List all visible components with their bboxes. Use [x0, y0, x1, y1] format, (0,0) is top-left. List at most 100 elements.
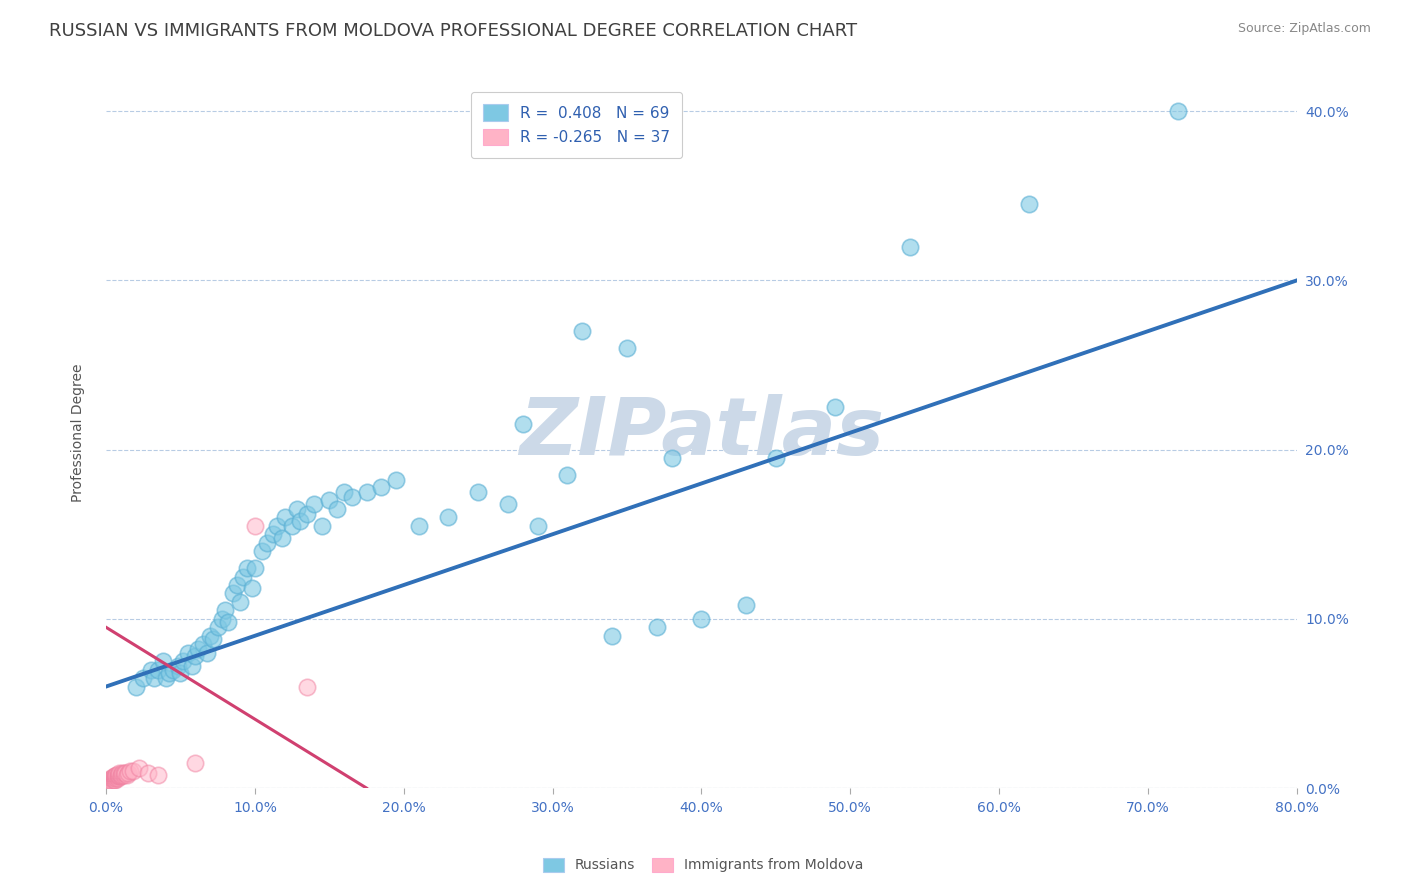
- Point: [214, 603, 236, 617]
- Point: [114, 765, 136, 780]
- Point: [108, 769, 131, 783]
- Point: [104, 769, 127, 783]
- Point: [111, 767, 134, 781]
- Point: [318, 493, 340, 508]
- Point: [243, 518, 266, 533]
- Point: [195, 646, 218, 660]
- Point: [1167, 104, 1189, 119]
- Point: [512, 417, 534, 432]
- Point: [191, 637, 214, 651]
- Point: [616, 341, 638, 355]
- Point: [110, 769, 132, 783]
- Point: [107, 771, 129, 785]
- Point: [184, 756, 207, 770]
- Point: [288, 514, 311, 528]
- Point: [105, 771, 128, 785]
- Point: [98, 772, 121, 787]
- Legend: R =  0.408   N = 69, R = -0.265   N = 37: R = 0.408 N = 69, R = -0.265 N = 37: [471, 92, 682, 158]
- Legend: Russians, Immigrants from Moldova: Russians, Immigrants from Moldova: [537, 852, 869, 878]
- Point: [645, 620, 668, 634]
- Point: [437, 510, 460, 524]
- Point: [285, 502, 308, 516]
- Point: [187, 642, 209, 657]
- Point: [110, 767, 132, 781]
- Point: [128, 761, 150, 775]
- Point: [202, 632, 225, 647]
- Point: [262, 527, 284, 541]
- Point: [142, 671, 165, 685]
- Point: [103, 769, 125, 783]
- Point: [104, 771, 127, 785]
- Point: [295, 507, 318, 521]
- Point: [526, 518, 548, 533]
- Point: [226, 578, 249, 592]
- Point: [385, 473, 408, 487]
- Point: [132, 671, 155, 685]
- Point: [169, 665, 191, 680]
- Point: [104, 772, 127, 787]
- Point: [356, 485, 378, 500]
- Text: ZIPatlas: ZIPatlas: [519, 393, 884, 472]
- Point: [172, 654, 194, 668]
- Point: [103, 771, 125, 785]
- Point: [211, 612, 233, 626]
- Point: [115, 767, 138, 781]
- Point: [408, 518, 430, 533]
- Point: [146, 663, 169, 677]
- Point: [236, 561, 259, 575]
- Point: [252, 544, 274, 558]
- Point: [107, 769, 129, 783]
- Point: [571, 324, 593, 338]
- Point: [333, 485, 356, 500]
- Point: [600, 629, 623, 643]
- Point: [121, 764, 143, 779]
- Point: [108, 765, 131, 780]
- Point: [117, 765, 139, 780]
- Point: [311, 518, 333, 533]
- Point: [295, 680, 318, 694]
- Point: [340, 490, 363, 504]
- Point: [273, 510, 295, 524]
- Point: [661, 451, 683, 466]
- Point: [735, 599, 758, 613]
- Point: [162, 663, 184, 677]
- Point: [266, 518, 288, 533]
- Point: [1018, 197, 1040, 211]
- Point: [181, 659, 204, 673]
- Point: [240, 582, 263, 596]
- Point: [101, 772, 124, 787]
- Point: [112, 767, 135, 781]
- Point: [108, 767, 131, 781]
- Point: [898, 239, 921, 253]
- Point: [152, 654, 174, 668]
- Point: [221, 586, 243, 600]
- Point: [136, 765, 159, 780]
- Point: [326, 502, 349, 516]
- Point: [200, 629, 222, 643]
- Point: [111, 765, 134, 780]
- Point: [105, 767, 128, 781]
- Text: Source: ZipAtlas.com: Source: ZipAtlas.com: [1237, 22, 1371, 36]
- Text: RUSSIAN VS IMMIGRANTS FROM MOLDOVA PROFESSIONAL DEGREE CORRELATION CHART: RUSSIAN VS IMMIGRANTS FROM MOLDOVA PROFE…: [49, 22, 858, 40]
- Point: [157, 665, 180, 680]
- Point: [125, 680, 148, 694]
- Point: [496, 497, 519, 511]
- Point: [281, 518, 304, 533]
- Point: [229, 595, 252, 609]
- Point: [765, 451, 787, 466]
- Y-axis label: Professional Degree: Professional Degree: [72, 364, 86, 502]
- Point: [370, 480, 392, 494]
- Point: [107, 767, 129, 781]
- Point: [243, 561, 266, 575]
- Point: [166, 659, 188, 673]
- Point: [105, 769, 128, 783]
- Point: [304, 497, 326, 511]
- Point: [232, 569, 254, 583]
- Point: [557, 468, 579, 483]
- Point: [467, 485, 489, 500]
- Point: [217, 615, 239, 630]
- Point: [146, 767, 169, 781]
- Point: [139, 663, 162, 677]
- Point: [100, 774, 122, 789]
- Point: [100, 771, 122, 785]
